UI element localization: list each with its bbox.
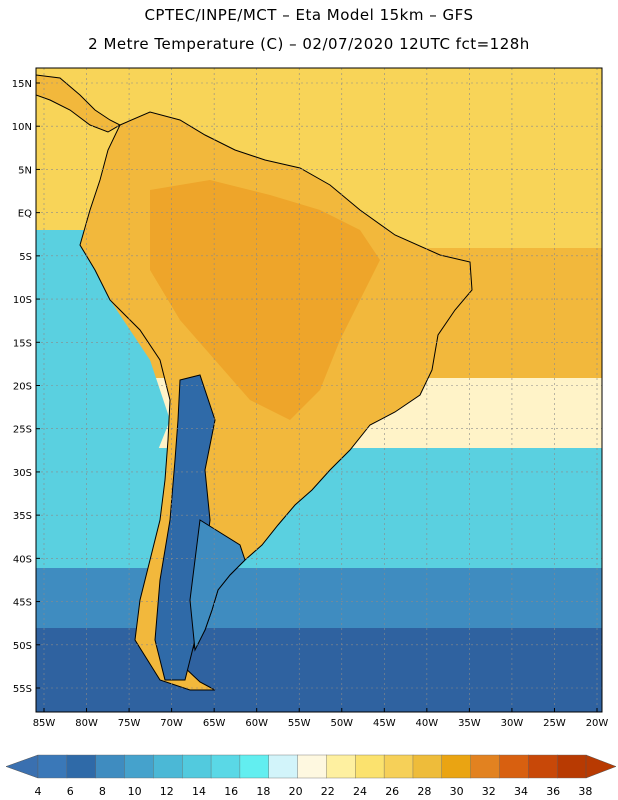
latitude-label: 15S [13,338,32,349]
longitude-labels: 85W 80W 75W 70W 65W 60W 55W 50W 45W 40W 35W 30W 25W 2… [33,708,609,729]
longitude-label: 40W [416,718,439,729]
latitude-label: 55S [13,684,32,695]
colorbar-swatch [499,754,529,779]
colorbar-label: 6 [67,785,74,798]
latitude-label: 10S [13,295,32,306]
longitude-label: 85W [33,718,56,729]
colorbar-swatch [556,754,587,779]
colorbar-label: 4 [35,785,42,798]
longitude-label: 75W [118,718,141,729]
latitude-label: 45S [13,598,32,609]
colorbar-label: 34 [514,785,528,798]
colorbar-label: 10 [128,785,142,798]
map-field [36,68,602,712]
land-central-america [36,74,122,133]
longitude-label: 70W [160,718,183,729]
colorbar-label: 16 [224,785,238,798]
colorbar-swatch [153,754,183,779]
colorbar-swatch [66,754,97,779]
longitude-label: 35W [458,718,481,729]
colorbar-label: 36 [546,785,560,798]
colorbar-label: 8 [99,785,106,798]
land-patagonia [189,519,246,652]
longitude-label: 65W [203,718,226,729]
latitude-label: 40S [13,554,32,565]
colorbar-label: 28 [417,785,431,798]
latitude-label: EQ [18,209,32,220]
colorbar-swatch [124,754,154,779]
latitude-label: 50S [13,641,32,652]
longitude-label: 20W [586,718,609,729]
colorbar: 4 6 8 10 12 14 16 18 20 22 24 26 28 30 32 34 36 38 [5,754,617,798]
ocean-band-coldest [36,628,602,712]
colorbar-swatch [182,754,212,779]
colorbar-swatch [326,754,356,779]
longitude-label: 45W [373,718,396,729]
colorbar-swatch [355,754,385,779]
longitude-label: 50W [330,718,353,729]
map-frame [35,67,603,713]
land-andes-cold [154,374,216,681]
colorbar-label: 12 [160,785,174,798]
map-title-line-2: 2 Metre Temperature (C) – 02/07/2020 12U… [88,35,530,53]
longitude-label: 80W [75,718,98,729]
colorbar-label: 30 [450,785,464,798]
colorbar-swatch [37,754,68,779]
colorbar-label: 18 [256,785,270,798]
colorbar-swatch [239,754,270,779]
latitude-label: 35S [13,511,32,522]
longitude-label: 55W [288,718,311,729]
map-grid [36,68,602,712]
longitude-label: 30W [501,718,524,729]
ocean-pacific-cool-current [36,230,170,470]
latitude-label: 30S [13,468,32,479]
colorbar-label: 32 [482,785,496,798]
colorbar-label: 26 [385,785,399,798]
latitude-label: 15N [12,79,32,90]
colorbar-label: 22 [321,785,335,798]
latitude-labels: 15N 10N 5N EQ 5S 10S 15S 20S 25S 30S 35S 40S 45S 50S 5… [12,79,40,695]
colorbar-label: 38 [578,785,592,798]
longitude-label: 60W [245,718,268,729]
colorbar-swatch [268,754,299,779]
colorbar-swatch [412,754,443,779]
latitude-label: 20S [13,382,32,393]
latitude-label: 5N [18,165,32,176]
colorbar-swatch [210,754,241,779]
colorbar-arrow-right [585,754,617,779]
colorbar-label: 14 [192,785,206,798]
latitude-label: 5S [19,252,32,263]
latitude-label: 10N [12,122,32,133]
longitude-label: 25W [543,718,566,729]
colorbar-arrow-left [5,754,39,779]
latitude-label: 25S [13,425,32,436]
ocean-band-cold [36,568,602,628]
colorbar-swatch [528,754,558,779]
colorbar-swatch [95,754,126,779]
colorbar-label: 24 [353,785,367,798]
colorbar-swatch [441,754,472,779]
colorbar-swatch [383,754,414,779]
colorbar-swatch [470,754,500,779]
colorbar-label: 20 [289,785,303,798]
colorbar-swatch [297,754,327,779]
map-title-line-1: CPTEC/INPE/MCT – Eta Model 15km – GFS [144,6,474,24]
land-brazil-hot-interior [150,180,380,420]
